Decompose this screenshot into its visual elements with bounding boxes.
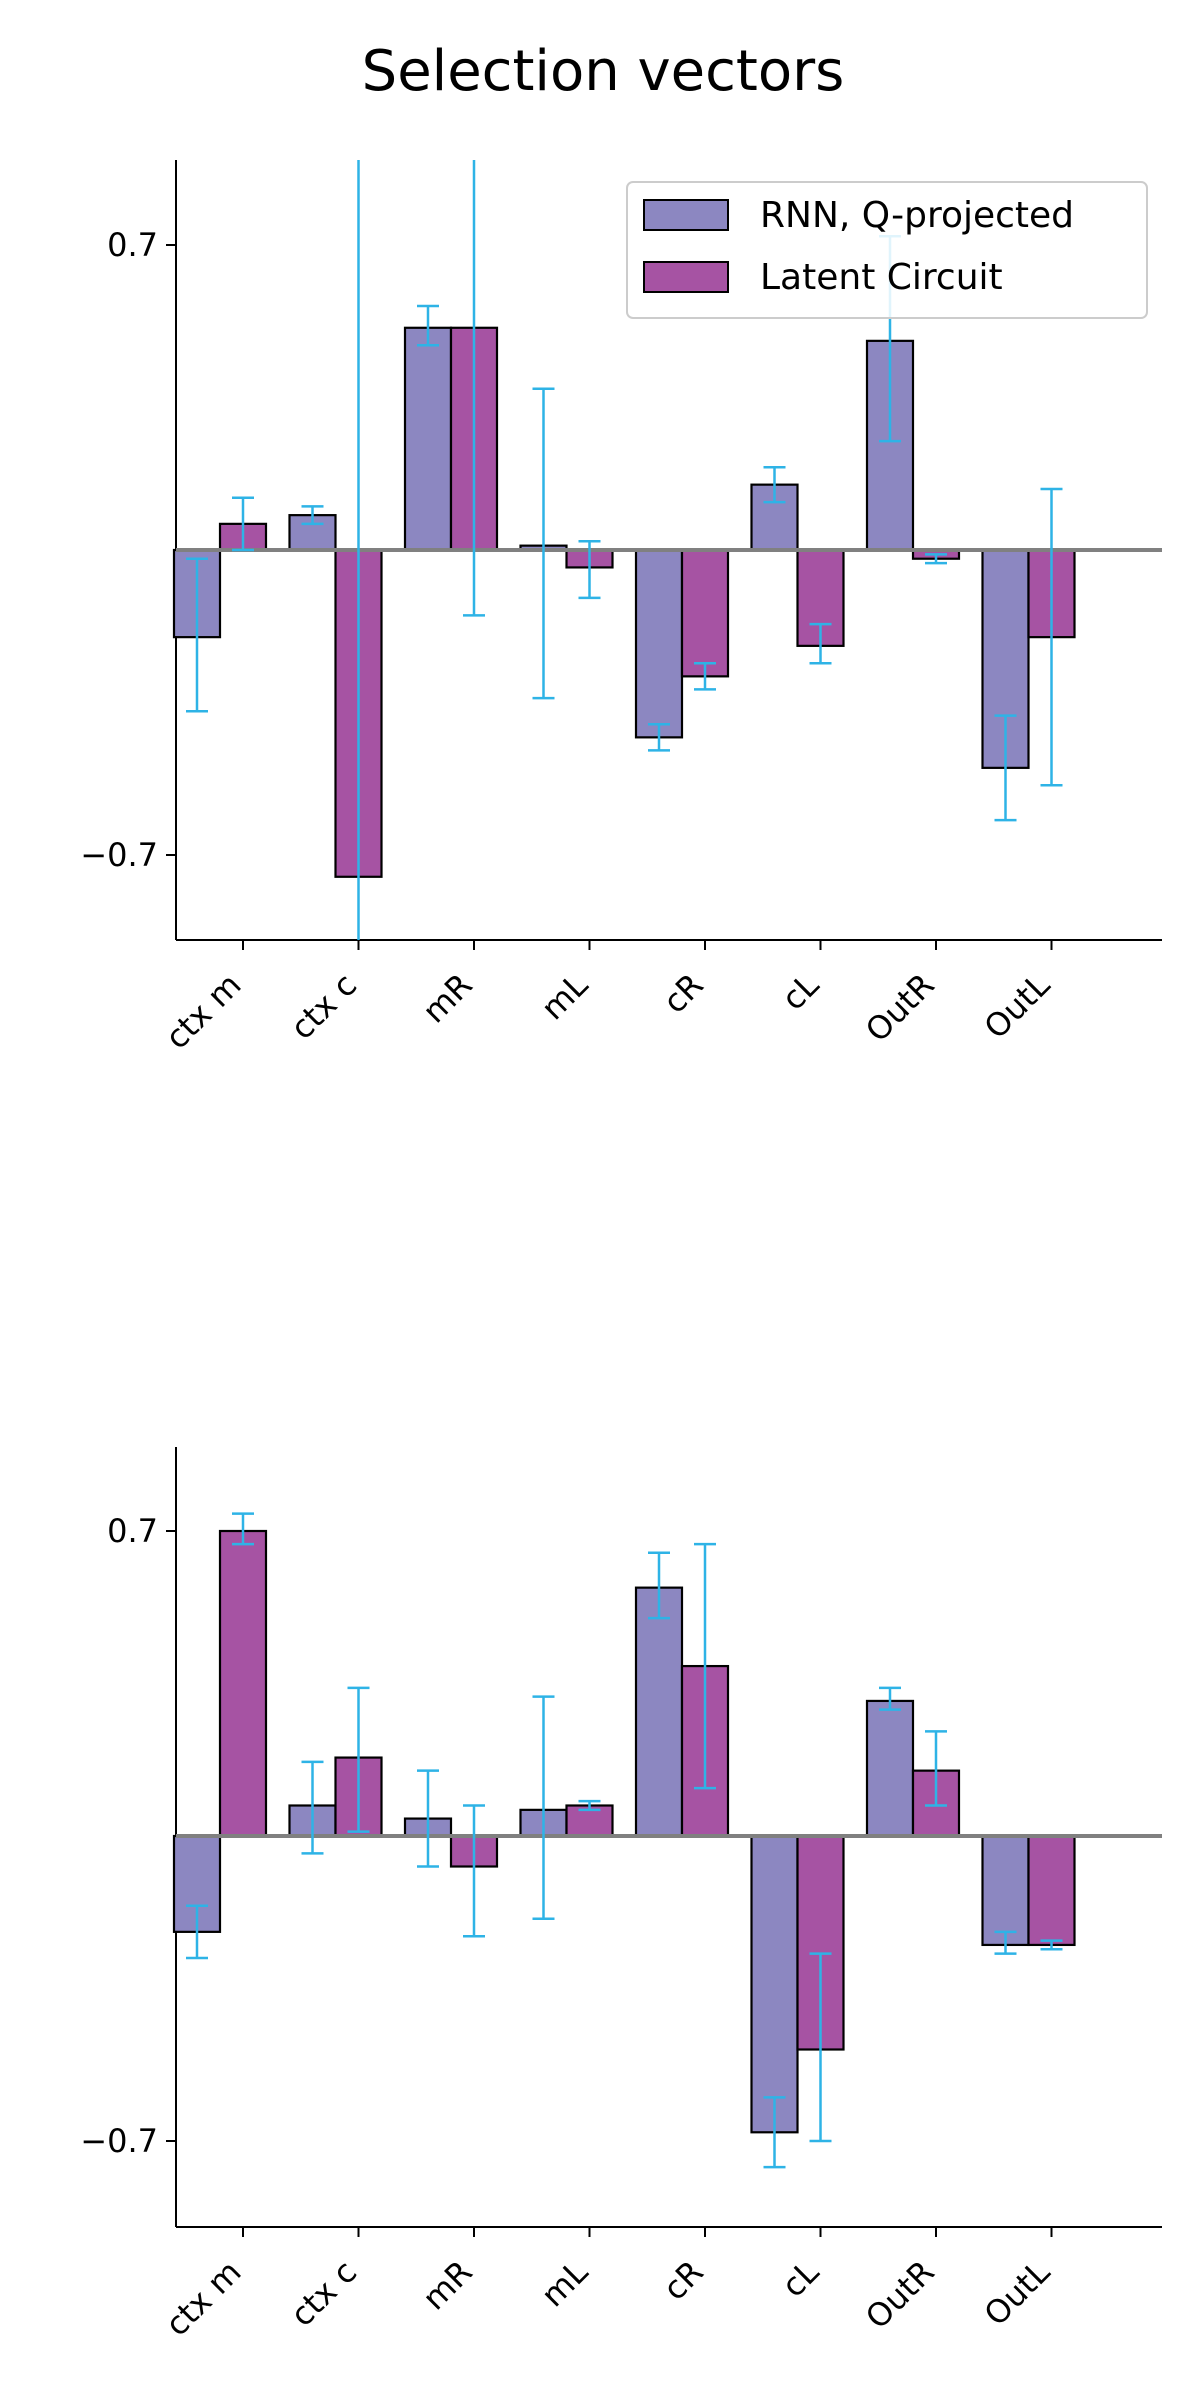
x-tick-label: OutL bbox=[977, 2253, 1058, 2334]
error-bar bbox=[186, 557, 208, 713]
error-bar bbox=[578, 1799, 601, 1812]
error-bar bbox=[763, 2096, 786, 2169]
error-bar bbox=[879, 1686, 901, 1711]
error-bar bbox=[694, 1542, 716, 1790]
x-tick-label: mR bbox=[415, 2253, 480, 2318]
error-bar bbox=[578, 540, 601, 600]
bar-latent-circuit bbox=[1027, 1834, 1076, 1947]
bar-rnn-q-projected bbox=[634, 548, 684, 739]
bar-latent-circuit bbox=[218, 1529, 268, 1838]
bar-rnn-q-projected bbox=[981, 1834, 1030, 1947]
error-bar bbox=[186, 1904, 208, 1960]
x-tick-label: OutR bbox=[858, 966, 942, 1050]
error-bar bbox=[532, 1695, 555, 1921]
legend-label-rnn: RNN, Q-projected bbox=[760, 195, 1074, 236]
bar-rnn-q-projected bbox=[865, 1699, 915, 1838]
bar-rnn-q-projected bbox=[750, 1834, 799, 2134]
x-tick-label: mR bbox=[415, 966, 480, 1031]
legend-swatch-latent bbox=[643, 261, 729, 293]
figure-title: Selection vectors bbox=[362, 39, 845, 104]
error-bar bbox=[925, 1730, 947, 1807]
error-bar bbox=[1040, 487, 1063, 787]
error-bar bbox=[809, 1952, 832, 2143]
legend: RNN, Q-projected Latent Circuit bbox=[626, 181, 1148, 319]
error-bar bbox=[532, 387, 555, 700]
y-tick-label: −0.7 bbox=[80, 836, 158, 874]
y-tick-label: −0.7 bbox=[80, 2122, 158, 2160]
x-tick-label: ctx c bbox=[283, 2253, 364, 2334]
legend-label-latent: Latent Circuit bbox=[760, 257, 1003, 298]
x-tick-label: cR bbox=[656, 2253, 711, 2308]
error-bar bbox=[463, 160, 485, 617]
x-tick-label: cR bbox=[656, 966, 711, 1021]
error-bar bbox=[809, 622, 832, 665]
error-bar bbox=[301, 1760, 324, 1855]
y-tick-label: 0.7 bbox=[107, 226, 158, 264]
x-tick-label: ctx m bbox=[158, 2253, 249, 2344]
error-bar bbox=[232, 496, 254, 552]
y-tick-label: 0.7 bbox=[107, 1512, 158, 1550]
x-tick-label: OutR bbox=[858, 2253, 942, 2337]
x-tick-label: cL bbox=[774, 2253, 826, 2305]
error-bar bbox=[648, 723, 670, 752]
error-bar bbox=[994, 714, 1017, 822]
error-bar bbox=[994, 1930, 1017, 1955]
x-tick-label: cL bbox=[774, 966, 826, 1018]
error-bar bbox=[301, 505, 324, 526]
x-tick-label: ctx m bbox=[158, 966, 249, 1057]
top-bar-chart: 0.7 −0.7 ctx m ctx c mR mL cR cL OutR OutL RNN, Q-… bbox=[80, 160, 1162, 1057]
error-bar bbox=[417, 304, 439, 347]
error-bar bbox=[417, 1769, 439, 1868]
x-tick-label: OutL bbox=[977, 966, 1058, 1047]
error-bar bbox=[1040, 1939, 1063, 1951]
bar-rnn-q-projected bbox=[403, 326, 453, 552]
error-bar bbox=[347, 1686, 370, 1833]
error-bar bbox=[648, 1551, 670, 1620]
error-bar bbox=[463, 1804, 485, 1938]
error-bar bbox=[232, 1512, 254, 1546]
error-bar bbox=[763, 465, 786, 504]
legend-frame bbox=[626, 181, 1148, 319]
legend-swatch-rnn bbox=[643, 199, 729, 231]
bottom-bar-chart: 0.7 −0.7 ctx m ctx c mR mL cR cL OutR OutL bbox=[80, 1447, 1162, 2344]
error-bar bbox=[694, 662, 716, 691]
bar-rnn-q-projected bbox=[634, 1586, 684, 1838]
error-bar bbox=[925, 553, 947, 565]
x-tick-label: ctx c bbox=[283, 966, 364, 1047]
bar-latent-circuit bbox=[680, 548, 730, 678]
x-tick-label: mL bbox=[534, 966, 596, 1028]
x-tick-label: mL bbox=[534, 2253, 596, 2315]
